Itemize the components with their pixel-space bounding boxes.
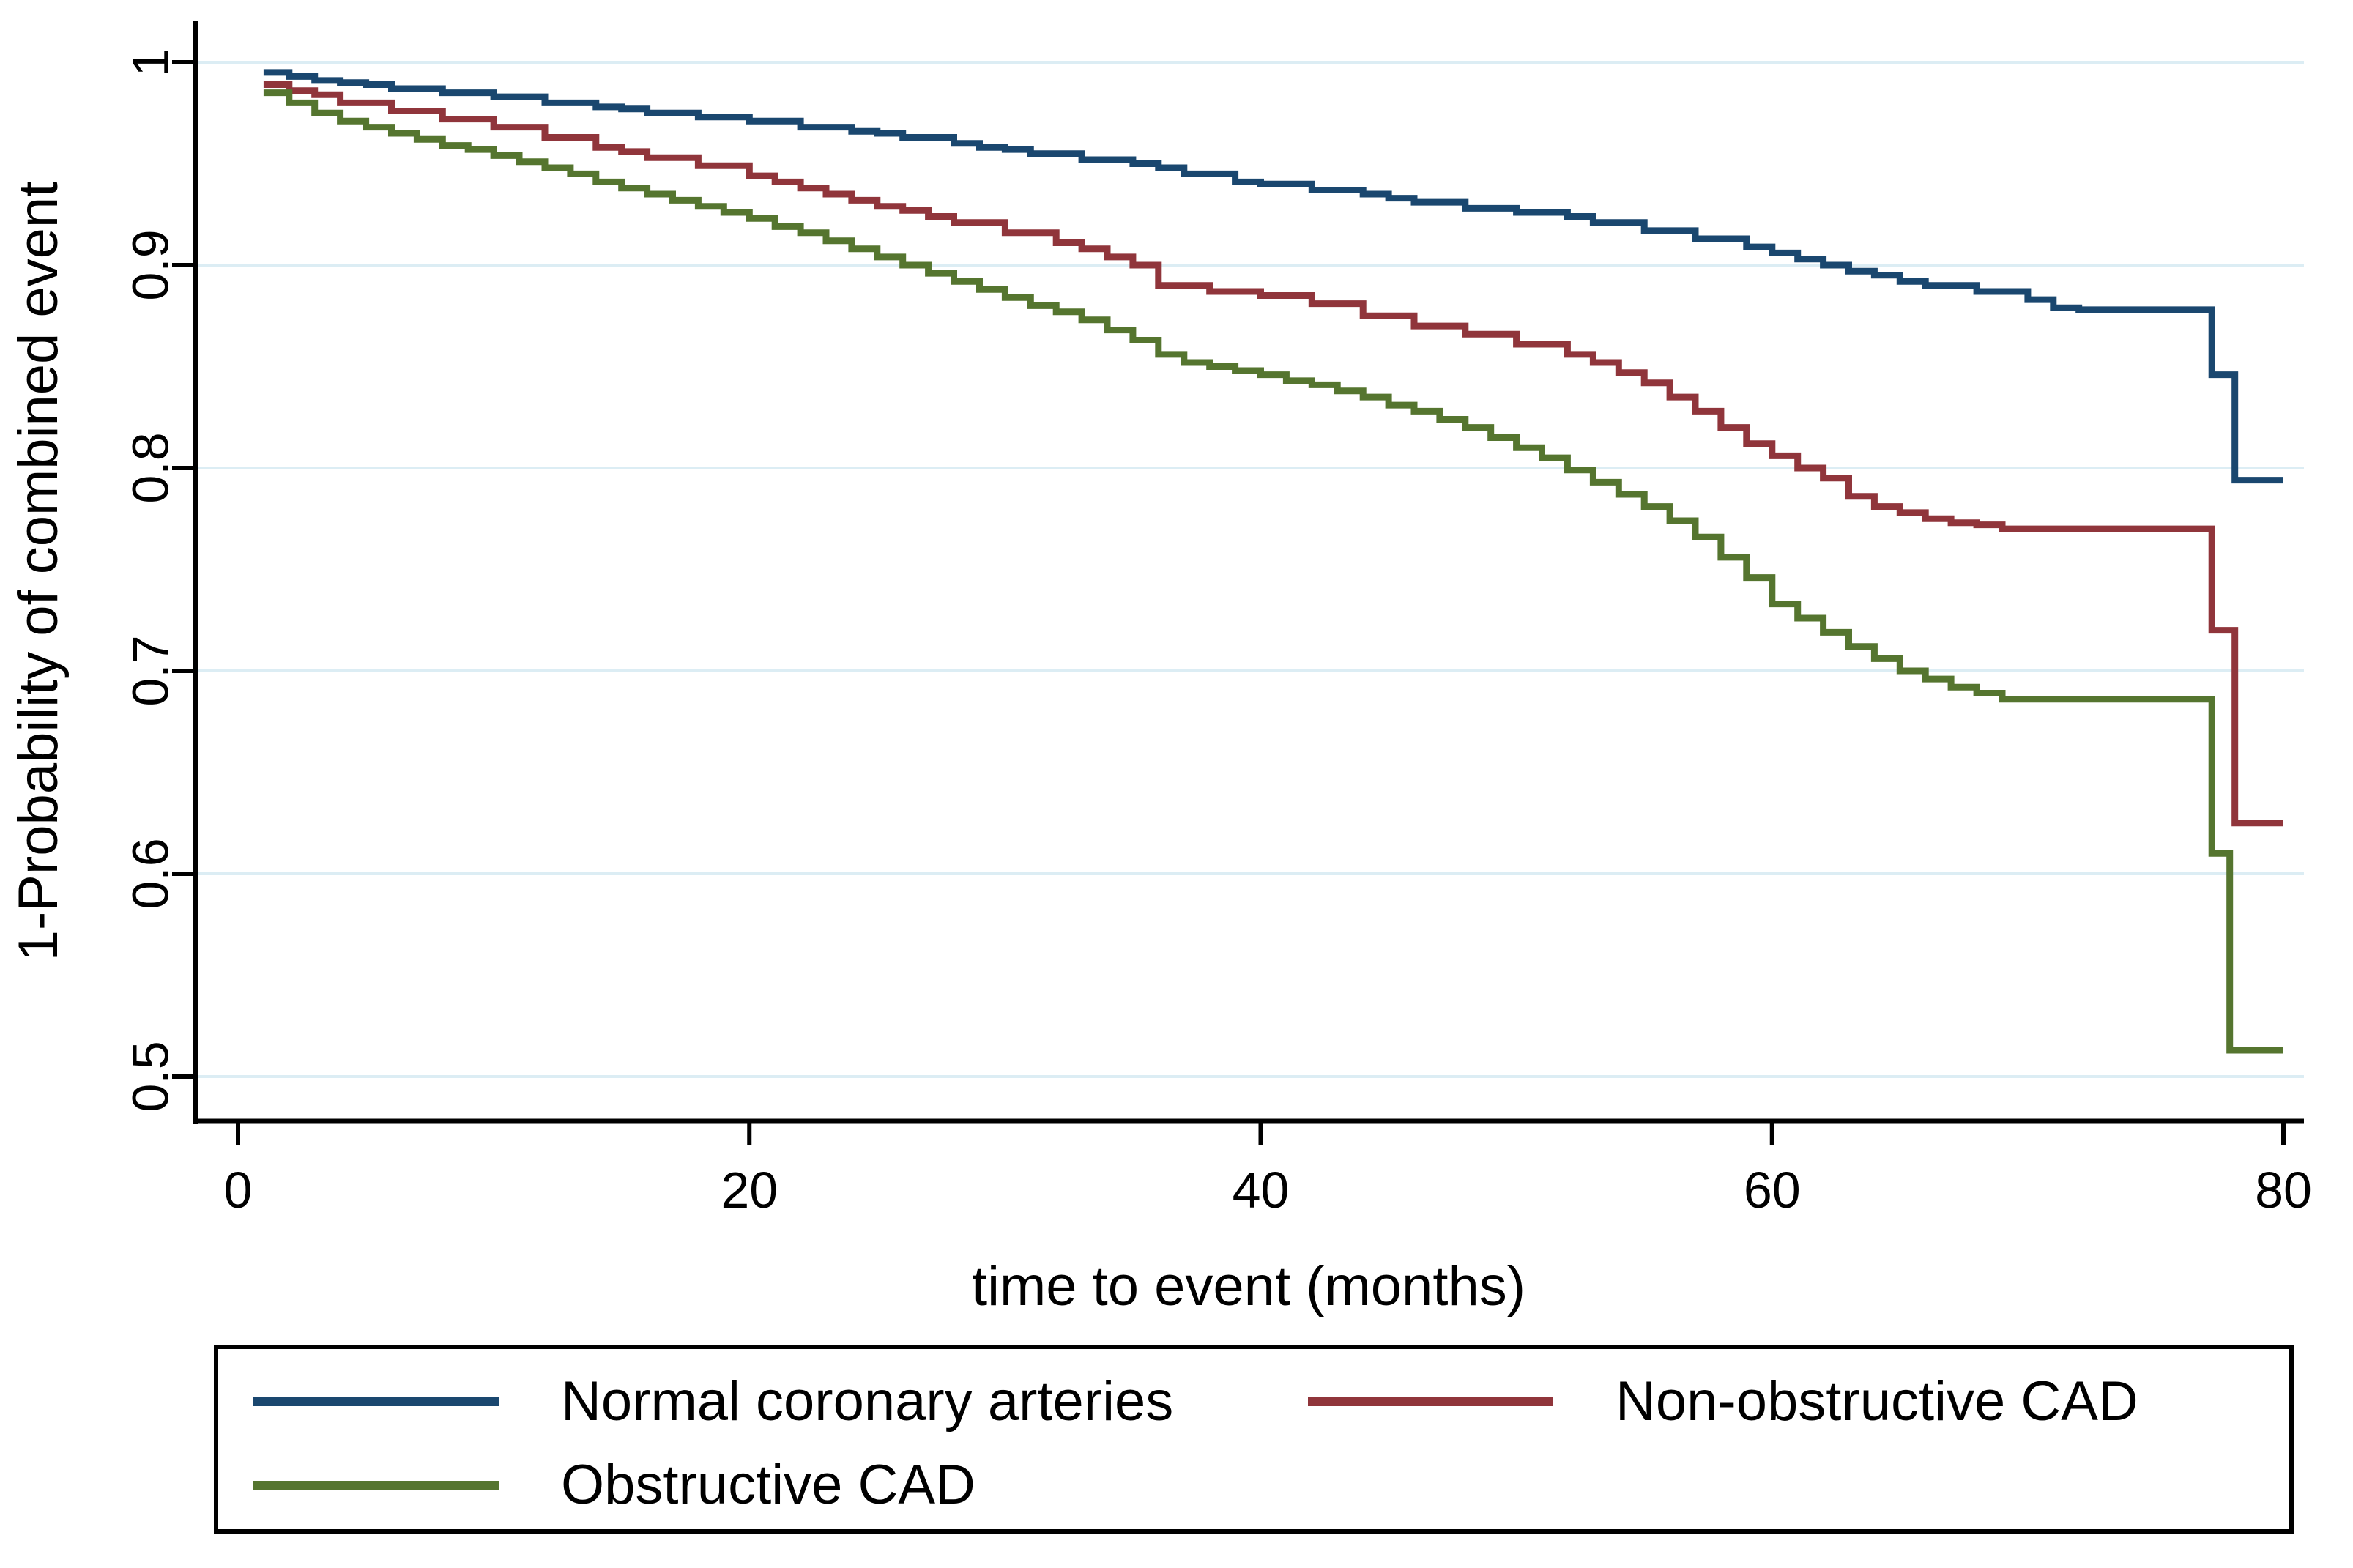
y-tick-label-0.6: 0.6 xyxy=(122,838,179,909)
y-axis-title: 1-Probability of combined event xyxy=(7,182,70,962)
legend-swatch-green-line xyxy=(253,1481,499,1490)
axes xyxy=(193,21,2304,1124)
y-tick-label-0.7: 0.7 xyxy=(122,635,179,706)
legend-box: Normal coronary arteries Non-obstructive… xyxy=(214,1345,2294,1534)
curve-normal-coronary-arteries xyxy=(263,69,2283,484)
x-tick-label-40: 40 xyxy=(1233,1162,1290,1219)
legend-label: Normal coronary arteries xyxy=(561,1370,1174,1433)
legend-swatch-navy-line xyxy=(253,1397,499,1406)
curve-non-obstructive-cad xyxy=(263,81,2283,827)
y-tick-label-0.5: 0.5 xyxy=(122,1041,179,1112)
y-tick-label-1: 1 xyxy=(122,48,179,77)
horizontal-gridlines xyxy=(198,61,2304,1078)
axis-tick-labels: 1 0.9 0.8 0.7 0.6 0.5 0 20 40 60 80 xyxy=(122,48,2312,1219)
x-axis-title: time to event (months) xyxy=(972,1255,1525,1318)
axis-ticks xyxy=(172,60,2286,1145)
legend-label: Non-obstructive CAD xyxy=(1616,1370,2138,1433)
x-tick-label-60: 60 xyxy=(1744,1162,1801,1219)
curve-obstructive-cad xyxy=(263,89,2283,1054)
x-tick-label-0: 0 xyxy=(224,1162,253,1219)
x-tick-label-80: 80 xyxy=(2255,1162,2312,1219)
y-tick-label-0.8: 0.8 xyxy=(122,432,179,503)
legend-label: Obstructive CAD xyxy=(561,1454,975,1516)
legend-swatch-maroon-line xyxy=(1308,1397,1553,1406)
survival-curves xyxy=(263,69,2283,1054)
x-tick-label-20: 20 xyxy=(721,1162,778,1219)
y-tick-label-0.9: 0.9 xyxy=(122,229,179,300)
